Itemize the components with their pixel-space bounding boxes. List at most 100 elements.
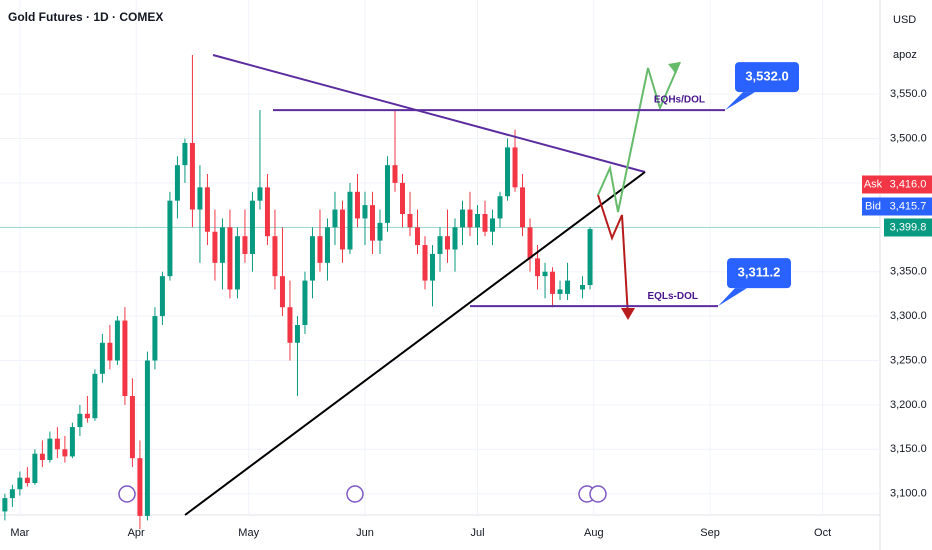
event-icons (118, 485, 607, 503)
x-tick-label: Aug (584, 527, 604, 539)
candle-body (445, 236, 451, 250)
projection-arrow (597, 61, 681, 213)
event-icon[interactable] (346, 485, 364, 503)
candle-body (167, 200, 173, 277)
candle-body (9, 489, 15, 499)
candle-body (542, 271, 548, 277)
candle-body (69, 427, 75, 457)
y-tick-label: 3,550.0 (890, 88, 927, 100)
arrow-head (668, 62, 680, 74)
candle-body (377, 222, 383, 241)
candle-body (47, 438, 53, 460)
candle-body (527, 227, 533, 259)
y-tick-label: 3,150.0 (890, 443, 927, 455)
callout-value: 3,311.2 (738, 265, 781, 280)
candle-body (152, 316, 158, 361)
candle-body (407, 213, 413, 228)
candle-body (362, 205, 368, 219)
candle-body (309, 236, 315, 281)
callout-badge (735, 62, 799, 93)
candle-body (159, 276, 165, 317)
candle-body (587, 229, 593, 286)
candle-body (39, 453, 45, 460)
candle-body (422, 245, 428, 281)
candle-body (535, 258, 541, 277)
candle-body (294, 324, 300, 343)
candle-body (62, 449, 68, 457)
candle-body (32, 453, 38, 484)
y-tick-label: 3,500.0 (890, 132, 927, 144)
candle-body (317, 236, 323, 263)
candle-body (257, 187, 263, 201)
candle-body (189, 142, 195, 210)
candle-body (227, 227, 233, 290)
candle-body (264, 187, 270, 237)
level-label: EQLs-DOL (647, 291, 698, 302)
y-tick-label: 3,300.0 (890, 310, 927, 322)
plot (0, 0, 880, 530)
candle-body (272, 236, 278, 277)
x-tick-label: Jun (356, 527, 374, 539)
event-icon[interactable] (589, 485, 607, 503)
y-tick-label: 3,350.0 (890, 266, 927, 278)
callout-pointer (725, 92, 755, 111)
candle-body (437, 236, 443, 254)
level-label: EQHs/DOL (654, 95, 705, 106)
candle-body (122, 320, 128, 397)
candle-body (279, 276, 285, 308)
candle-body (452, 227, 458, 250)
candle-body (24, 477, 30, 484)
candle-body (392, 165, 398, 183)
scale-label: apoz (893, 49, 917, 61)
candle-body (475, 213, 481, 228)
trend-line (212, 54, 646, 173)
y-tick-label: 3,250.0 (890, 354, 927, 366)
x-tick-label: Mar (10, 527, 29, 539)
price-badge (884, 175, 932, 194)
candle-body (212, 231, 218, 263)
candle-body (54, 438, 60, 450)
candle-body (550, 271, 556, 294)
callout-value: 3,532.0 (745, 69, 788, 84)
y-tick-label: 3,200.0 (890, 399, 927, 411)
candle-body (84, 413, 90, 419)
candle-body (129, 396, 135, 459)
badge-name-bg (862, 197, 884, 216)
candle-body (505, 147, 511, 197)
trend-line (184, 171, 646, 516)
candle-body (144, 360, 150, 516)
candle-body (197, 187, 203, 210)
candle-body (414, 227, 420, 246)
candle-body (2, 498, 8, 512)
price-badge (884, 218, 932, 237)
badge-name: Ask (864, 178, 883, 190)
candle-body (354, 191, 360, 219)
badge-name: Bid (865, 200, 881, 212)
x-tick-label: Jul (470, 527, 484, 539)
candle-body (77, 413, 83, 428)
candle-body (332, 209, 338, 228)
candle-body (302, 280, 308, 325)
price-badge-label: 3,399.8 (890, 221, 927, 233)
candle-body (429, 253, 435, 281)
price-badge-label: 3,415.7 (890, 200, 927, 212)
currency: USD (893, 14, 916, 26)
candle-body (107, 342, 113, 361)
x-tick-label: May (238, 527, 259, 539)
candle-body (114, 320, 120, 361)
candle-body (460, 209, 466, 228)
candle-body (557, 289, 563, 294)
candle-body (324, 227, 330, 263)
candle-body (219, 227, 225, 263)
callout-pointer (718, 288, 747, 307)
event-icon[interactable] (118, 485, 136, 503)
x-tick-label: Sep (700, 527, 720, 539)
candle-body (249, 200, 255, 254)
candle-body (174, 165, 180, 201)
candle-body (92, 373, 98, 419)
candle-body (204, 187, 210, 232)
candle-body (242, 236, 248, 254)
candle-body (482, 213, 488, 232)
callout-badge (727, 258, 791, 289)
y-tick-label: 3,100.0 (890, 488, 927, 500)
